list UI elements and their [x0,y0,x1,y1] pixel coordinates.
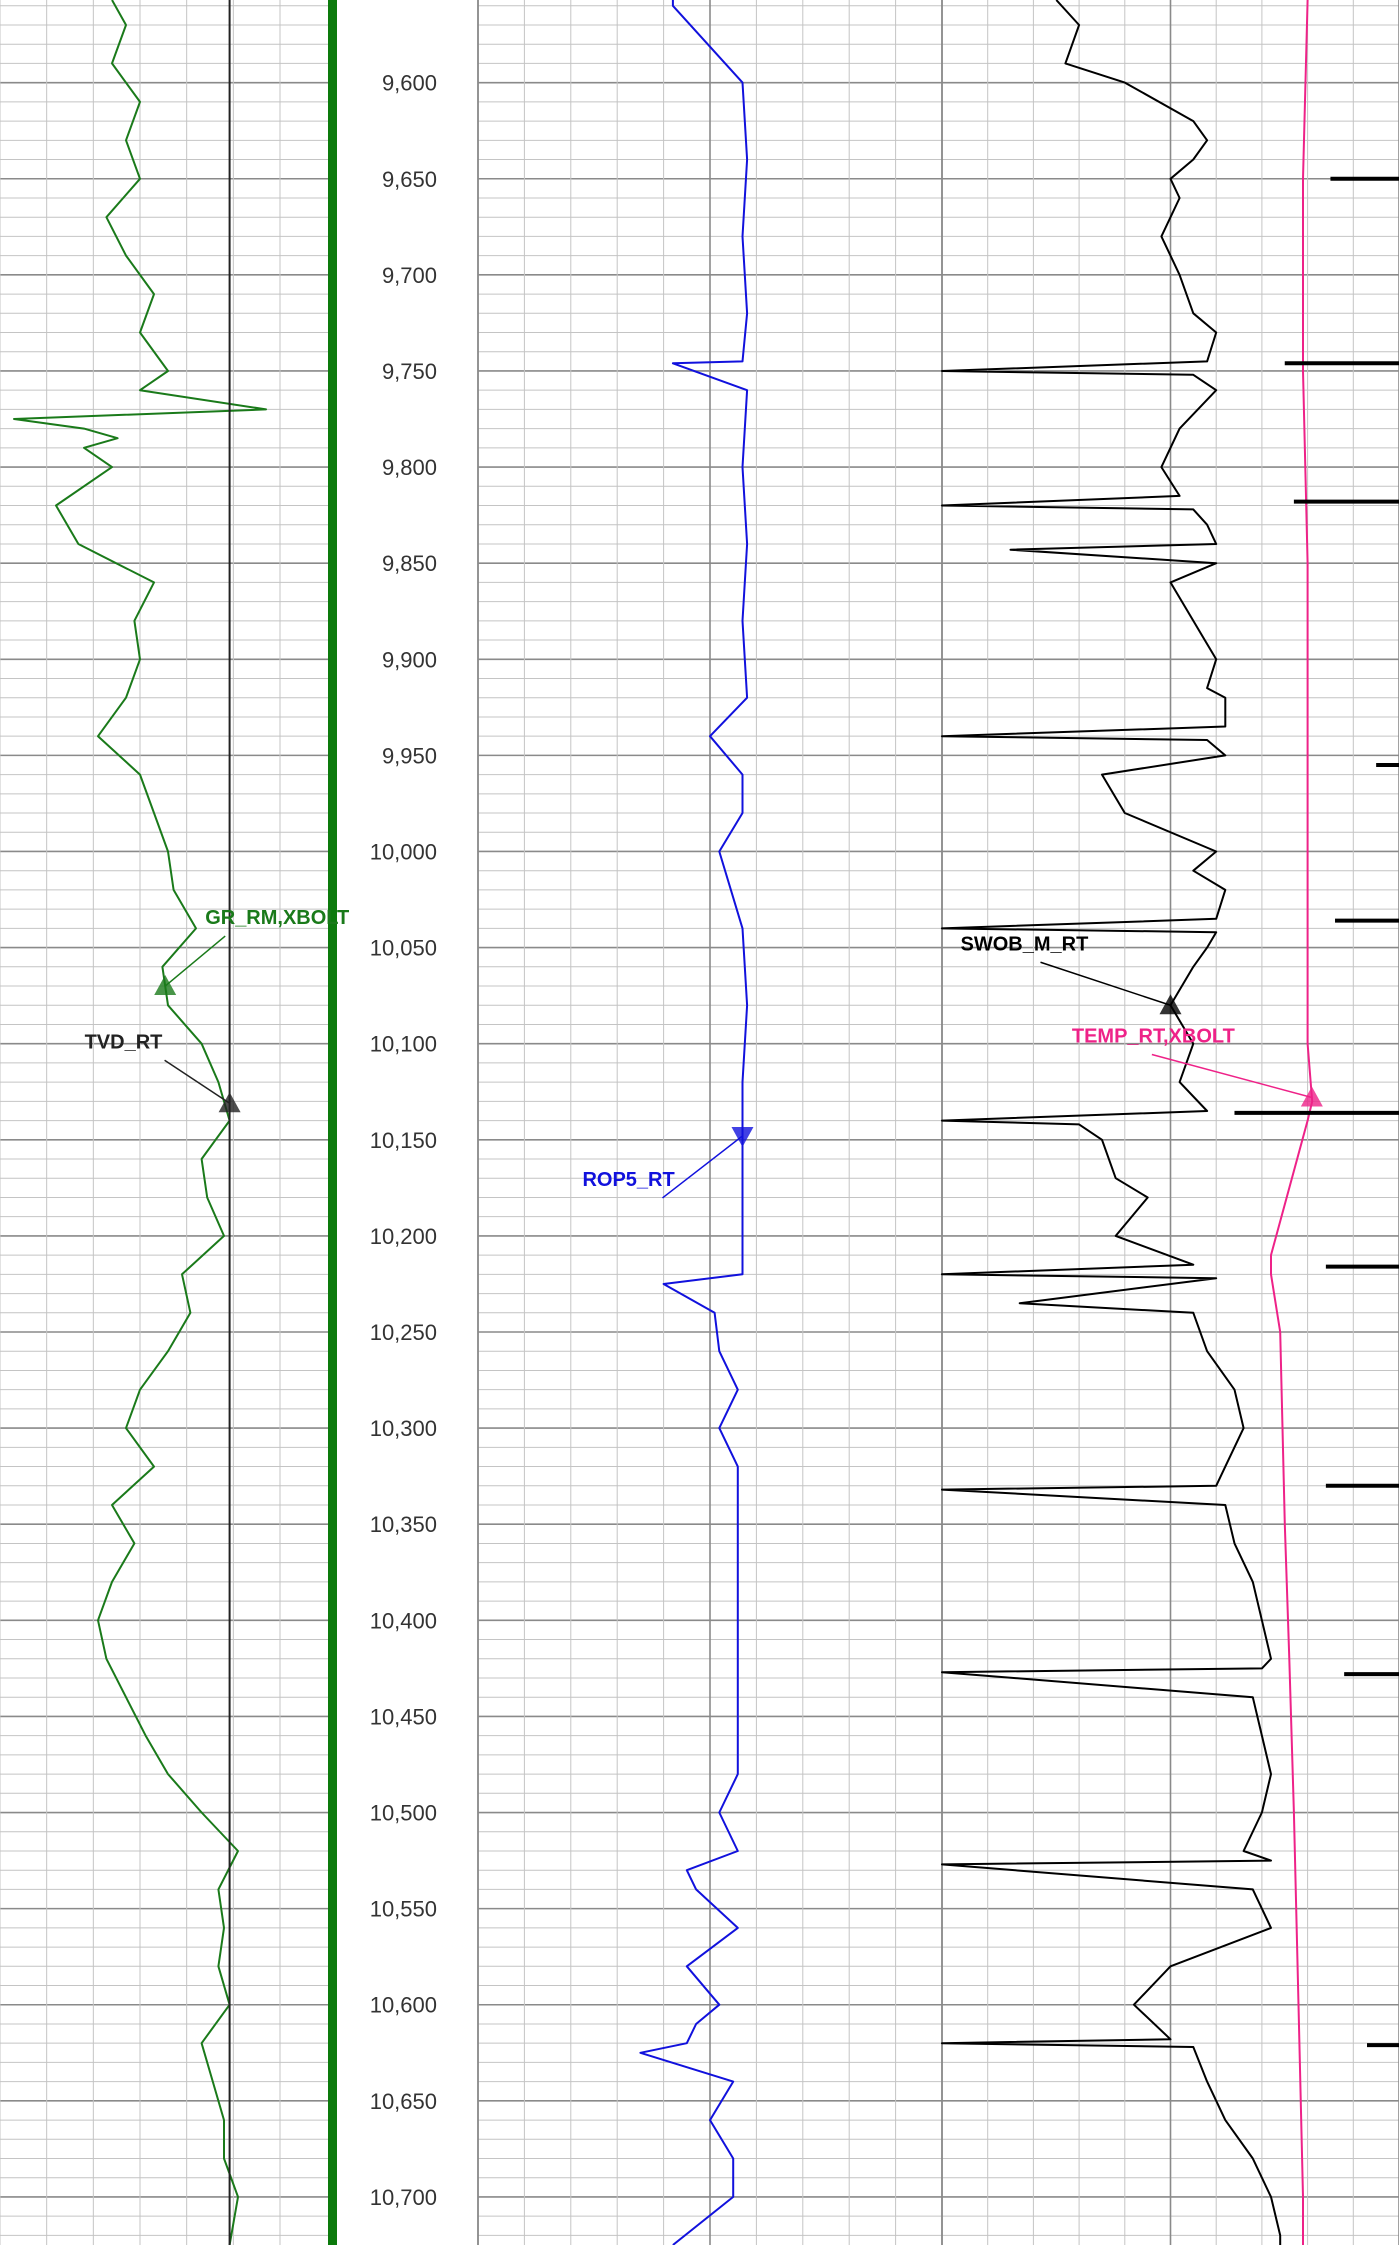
annotation-marker [154,975,177,996]
depth-label: 10,600 [370,1993,437,2018]
curve-swob-m-rt [941,0,1282,2245]
curve-gr-rm-xbolt [13,0,267,2245]
depth-label: 10,000 [370,839,437,864]
curve-label: TVD_RT [85,1031,163,1053]
depth-label: 10,300 [370,1416,437,1441]
depth-label: 10,050 [370,936,437,961]
curve-temp-rt-xbolt [1270,0,1314,2245]
depth-label: 10,650 [370,2089,437,2114]
curve-annotations: GR_RM,XBOLT TVD_RT ROP5_RT SWOB_M_RT TEMP_RT… [85,907,1323,1199]
depth-label: 9,650 [382,167,437,192]
annotation-marker [731,1126,754,1147]
curves [13,0,1399,2245]
depth-label: 9,800 [382,455,437,480]
annotation-marker [1159,994,1182,1015]
depth-label: 9,850 [382,551,437,576]
annotation-leader [662,1135,743,1199]
depth-label: 9,600 [382,71,437,96]
curve-rop5-rt [639,0,749,2245]
annotation-leader [164,1059,231,1104]
depth-label: 9,750 [382,359,437,384]
depth-label: 10,500 [370,1801,437,1826]
depth-label: 10,250 [370,1320,437,1345]
depth-label: 10,200 [370,1224,437,1249]
curve-label: SWOB_M_RT [961,933,1089,955]
depth-label: 10,450 [370,1704,437,1729]
depth-label: 10,400 [370,1608,437,1633]
annotation-marker [1300,1086,1323,1107]
curve-label: GR_RM,XBOLT [205,907,349,929]
depth-label: 9,950 [382,743,437,768]
depth-label: 9,700 [382,263,437,288]
curve-label: ROP5_RT [582,1169,674,1191]
curve-label: TEMP_RT,XBOLT [1072,1026,1235,1048]
depth-label: 10,150 [370,1128,437,1153]
annotation-leader [1151,1053,1313,1099]
annotation-leader [164,935,226,987]
depth-label: 10,700 [370,2185,437,2210]
track-separator [328,0,337,2245]
depth-labels: 9,600 9,650 9,700 9,750 9,800 9,850 9,900 9,950… [370,71,437,2210]
depth-label: 10,550 [370,1897,437,1922]
annotation-leader [1040,961,1171,1006]
annotation-marker [218,1092,241,1113]
depth-label: 10,100 [370,1032,437,1057]
depth-label: 9,900 [382,647,437,672]
depth-label: 10,350 [370,1512,437,1537]
